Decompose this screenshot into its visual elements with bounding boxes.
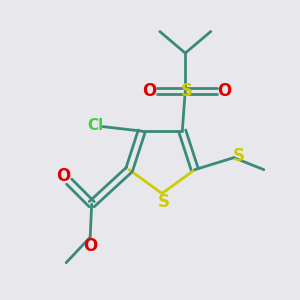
Text: S: S [181, 82, 193, 100]
Text: Cl: Cl [87, 118, 103, 133]
Text: S: S [232, 147, 244, 165]
Text: O: O [217, 82, 231, 100]
Text: O: O [83, 237, 97, 255]
Text: S: S [158, 193, 169, 211]
Text: O: O [142, 82, 157, 100]
Text: O: O [56, 167, 70, 185]
